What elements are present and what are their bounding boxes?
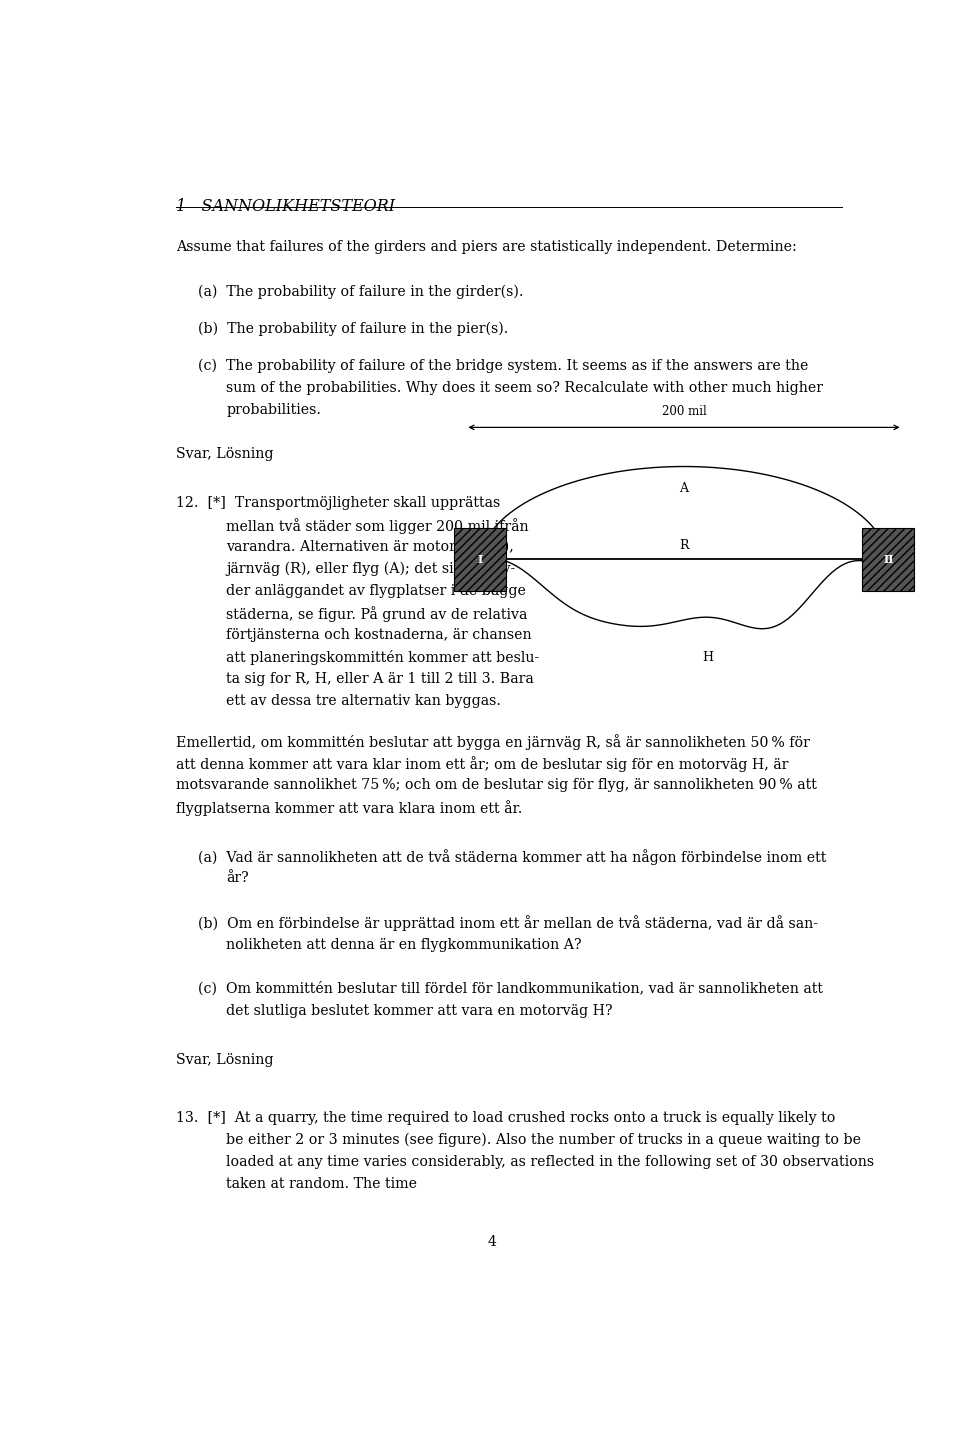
Text: flygplatserna kommer att vara klara inom ett år.: flygplatserna kommer att vara klara inom… [176,800,522,816]
Text: Emellertid, om kommittén beslutar att bygga en järnväg R, så är sannolikheten 50: Emellertid, om kommittén beslutar att by… [176,734,809,750]
Text: ett av dessa tre alternativ kan byggas.: ett av dessa tre alternativ kan byggas. [227,694,501,708]
Text: järnväg (R), eller flyg (A); det sista bety-: järnväg (R), eller flyg (A); det sista b… [227,562,516,577]
Text: att denna kommer att vara klar inom ett år; om de beslutar sig för en motorväg H: att denna kommer att vara klar inom ett … [176,756,788,771]
Text: mellan två städer som ligger 200 mil ifrån: mellan två städer som ligger 200 mil ifr… [227,518,529,534]
Text: der anläggandet av flygplatser i de bägge: der anläggandet av flygplatser i de bägg… [227,584,526,598]
Text: be either 2 or 3 minutes (see figure). Also the number of trucks in a queue wait: be either 2 or 3 minutes (see figure). A… [227,1132,861,1146]
Text: II: II [883,554,894,565]
Text: Svar, Lösning: Svar, Lösning [176,448,274,461]
Text: nolikheten att denna är en flygkommunikation A?: nolikheten att denna är en flygkommunika… [227,937,582,952]
Text: A: A [680,482,688,495]
Text: motsvarande sannolikhet 75 %; och om de beslutar sig för flyg, är sannolikheten : motsvarande sannolikhet 75 %; och om de … [176,778,817,791]
Text: sum of the probabilities. Why does it seem so? Recalculate with other much highe: sum of the probabilities. Why does it se… [227,381,824,395]
Text: 4: 4 [488,1235,496,1249]
Text: loaded at any time varies considerably, as reflected in the following set of 30 : loaded at any time varies considerably, … [227,1155,875,1169]
Text: Svar, Lösning: Svar, Lösning [176,1053,274,1068]
Text: år?: år? [227,871,249,886]
Text: 200 mil: 200 mil [661,405,707,418]
Text: taken at random. The time: taken at random. The time [227,1176,418,1191]
Text: R: R [680,539,688,552]
Text: (a)  Vad är sannolikheten att de två städerna kommer att ha någon förbindelse in: (a) Vad är sannolikheten att de två städ… [198,850,827,866]
Text: (c)  Om kommittén beslutar till fördel för landkommunikation, vad är sannolikhet: (c) Om kommittén beslutar till fördel fö… [198,982,823,996]
Text: förtjänsterna och kostnaderna, är chansen: förtjänsterna och kostnaderna, är chanse… [227,628,532,643]
Text: (b)  The probability of failure in the pier(s).: (b) The probability of failure in the pi… [198,322,509,336]
Text: (c)  The probability of failure of the bridge system. It seems as if the answers: (c) The probability of failure of the br… [198,359,808,373]
Text: probabilities.: probabilities. [227,404,322,416]
Text: städerna, se figur. På grund av de relativa: städerna, se figur. På grund av de relat… [227,605,528,621]
Bar [862,528,915,591]
Text: I: I [477,554,482,565]
Text: det slutliga beslutet kommer att vara en motorväg H?: det slutliga beslutet kommer att vara en… [227,1003,612,1017]
Text: (a)  The probability of failure in the girder(s).: (a) The probability of failure in the gi… [198,285,523,299]
Text: 1   SANNOLIKHETSTEORI: 1 SANNOLIKHETSTEORI [176,197,395,215]
Text: (b)  Om en förbindelse är upprättad inom ett år mellan de två städerna, vad är d: (b) Om en förbindelse är upprättad inom … [198,916,818,932]
Text: 12.  [*]  Transportmöjligheter skall upprättas: 12. [*] Transportmöjligheter skall upprä… [176,495,500,509]
Text: H: H [703,651,713,664]
Bar [453,528,506,591]
Text: Assume that failures of the girders and piers are statistically independent. Det: Assume that failures of the girders and … [176,240,797,255]
Text: ta sig for R, H, eller A är 1 till 2 till 3. Bara: ta sig for R, H, eller A är 1 till 2 til… [227,673,534,685]
Text: 13.  [*]  At a quarry, the time required to load crushed rocks onto a truck is e: 13. [*] At a quarry, the time required t… [176,1110,835,1125]
Text: varandra. Alternativen är motorväg (H),: varandra. Alternativen är motorväg (H), [227,539,515,554]
Text: att planeringskommittén kommer att beslu-: att planeringskommittén kommer att beslu… [227,650,540,665]
